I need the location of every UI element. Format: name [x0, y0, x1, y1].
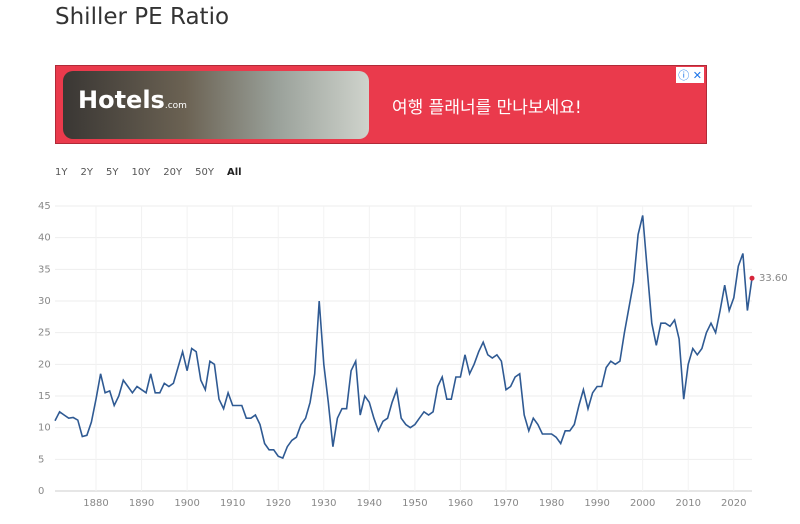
data-line: [54, 215, 753, 460]
page-title: Shiller PE Ratio: [55, 4, 230, 30]
x-tick-label: 1970: [493, 498, 518, 509]
x-tick-label: 1960: [448, 498, 473, 509]
x-tick-label: 1940: [357, 498, 382, 509]
x-tick-label: 1990: [584, 498, 609, 509]
ad-brand-suffix: .com: [164, 101, 187, 111]
ad-image: [63, 71, 369, 139]
x-tick-label: 1980: [539, 498, 564, 509]
range-button[interactable]: 20Y: [163, 167, 183, 178]
range-button[interactable]: 10Y: [131, 167, 151, 178]
range-button[interactable]: All: [226, 167, 242, 178]
last-value-label: 33.60: [759, 273, 788, 284]
x-tick-label: 1880: [83, 498, 108, 509]
y-tick-label: 40: [38, 233, 51, 244]
y-tick-label: 45: [38, 201, 51, 212]
x-tick-label: 2010: [675, 498, 700, 509]
y-tick-label: 30: [38, 296, 51, 307]
y-tick-label: 35: [38, 264, 51, 275]
range-button[interactable]: 50Y: [195, 167, 214, 178]
range-button[interactable]: 1Y: [55, 167, 68, 178]
last-point: [749, 275, 755, 281]
x-tick-label: 1920: [265, 498, 290, 509]
y-tick-label: 25: [38, 328, 51, 339]
range-button[interactable]: 5Y: [105, 167, 119, 178]
range-selector: 1Y 2Y 5Y 10Y 20Y 50Y All: [55, 167, 255, 178]
y-tick-label: 10: [38, 423, 51, 434]
x-tick-label: 2000: [630, 498, 655, 509]
x-tick-label: 1950: [402, 498, 427, 509]
ad-banner[interactable]: Hotels.com 여행 플래너를 만나보세요! ⓘ ✕: [55, 65, 707, 144]
y-tick-label: 20: [38, 359, 51, 370]
x-tick-label: 1910: [220, 498, 245, 509]
y-tick-label: 15: [38, 391, 51, 402]
x-tick-label: 1900: [174, 498, 199, 509]
chart: 0 5 10 15 20 25 30 35 40 45 1880 1890 1900 1910 1920 19…: [38, 201, 788, 509]
ad-logo: Hotels.com: [78, 86, 187, 114]
y-tick-label: 5: [38, 454, 44, 465]
range-button[interactable]: 2Y: [80, 167, 93, 178]
x-tick-label: 2020: [721, 498, 746, 509]
ad-close[interactable]: ⓘ ✕: [676, 67, 704, 83]
ad-text: 여행 플래너를 만나보세요!: [392, 98, 582, 118]
x-tick-label: 1890: [129, 498, 154, 509]
y-tick-label: 0: [38, 486, 44, 497]
x-tick-label: 1930: [311, 498, 336, 509]
ad-brand: Hotels: [78, 86, 165, 114]
